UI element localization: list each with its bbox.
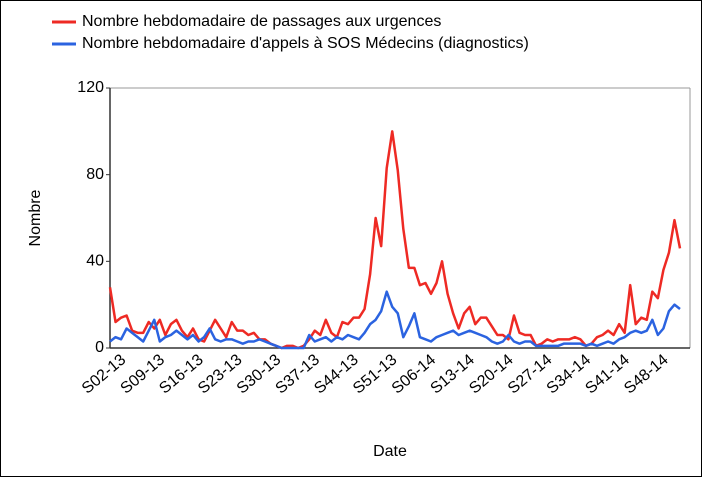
- series-line: [109, 290, 681, 350]
- legend-label: Nombre hebdomadaire d'appels à SOS Médec…: [82, 35, 529, 52]
- x-axis-title: Date: [373, 443, 407, 460]
- y-tick-label: 120: [77, 79, 104, 96]
- y-axis-title: Nombre: [27, 189, 44, 246]
- y-tick-label: 0: [95, 339, 104, 356]
- y-tick-label: 80: [86, 166, 104, 183]
- legend-label: Nombre hebdomadaire de passages aux urge…: [82, 13, 441, 30]
- y-tick-label: 40: [86, 253, 104, 270]
